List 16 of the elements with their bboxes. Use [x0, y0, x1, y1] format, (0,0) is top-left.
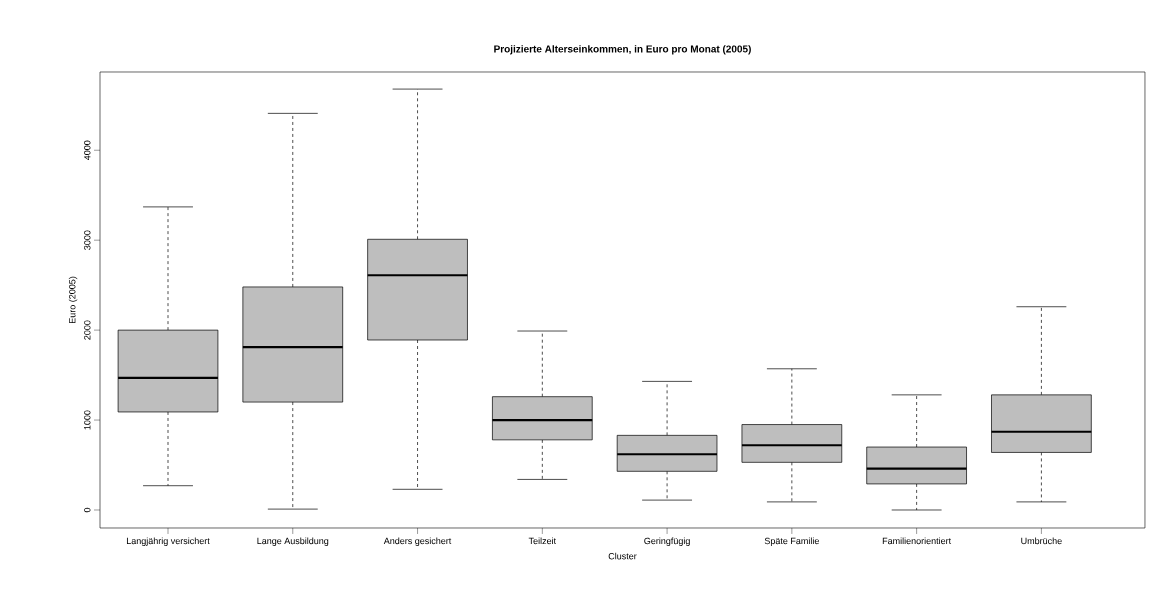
x-tick-label: Lange Ausbildung — [257, 537, 329, 546]
x-tick-label: Späte Familie — [764, 537, 819, 546]
x-tick-label: Geringfügig — [644, 537, 690, 546]
y-tick-label: 0 — [84, 507, 91, 513]
x-tick-label: Teilzeit — [528, 537, 557, 545]
y-tick-label: 2000 — [84, 320, 91, 340]
y-tick-label: 1000 — [84, 410, 91, 430]
y-tick-label: 4000 — [84, 140, 91, 161]
x-axis-title: Cluster — [608, 552, 637, 560]
x-tick-label: Langjährig versichert — [126, 537, 210, 546]
x-tick-label: Anders gesichert — [383, 537, 452, 546]
x-tick-label: Umbrüche — [1021, 537, 1062, 545]
x-tick-label: Familienorientiert — [882, 537, 952, 545]
chart-title: Projizierte Alterseinkommen, in Euro pro Monat (2005) — [494, 45, 751, 55]
y-axis-title: Euro (2005) — [68, 276, 78, 324]
y-tick-label: 3000 — [84, 230, 91, 250]
